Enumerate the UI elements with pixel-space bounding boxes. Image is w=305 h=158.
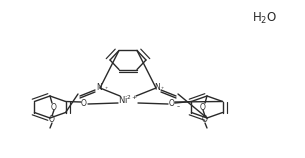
Text: O: O: [202, 115, 208, 125]
Text: O: O: [49, 115, 55, 125]
Text: O: O: [200, 103, 206, 112]
Text: N: N: [96, 83, 102, 92]
Text: $^-$: $^-$: [176, 105, 181, 110]
Text: O: O: [51, 103, 57, 112]
Text: H$_2$O: H$_2$O: [253, 10, 278, 26]
Text: O: O: [81, 100, 87, 109]
Text: Ni$^{2+}$: Ni$^{2+}$: [118, 94, 138, 106]
Text: N: N: [154, 83, 160, 92]
Text: $^+$: $^+$: [160, 86, 166, 91]
Text: O: O: [169, 100, 175, 109]
Text: $^+$: $^+$: [103, 86, 109, 91]
